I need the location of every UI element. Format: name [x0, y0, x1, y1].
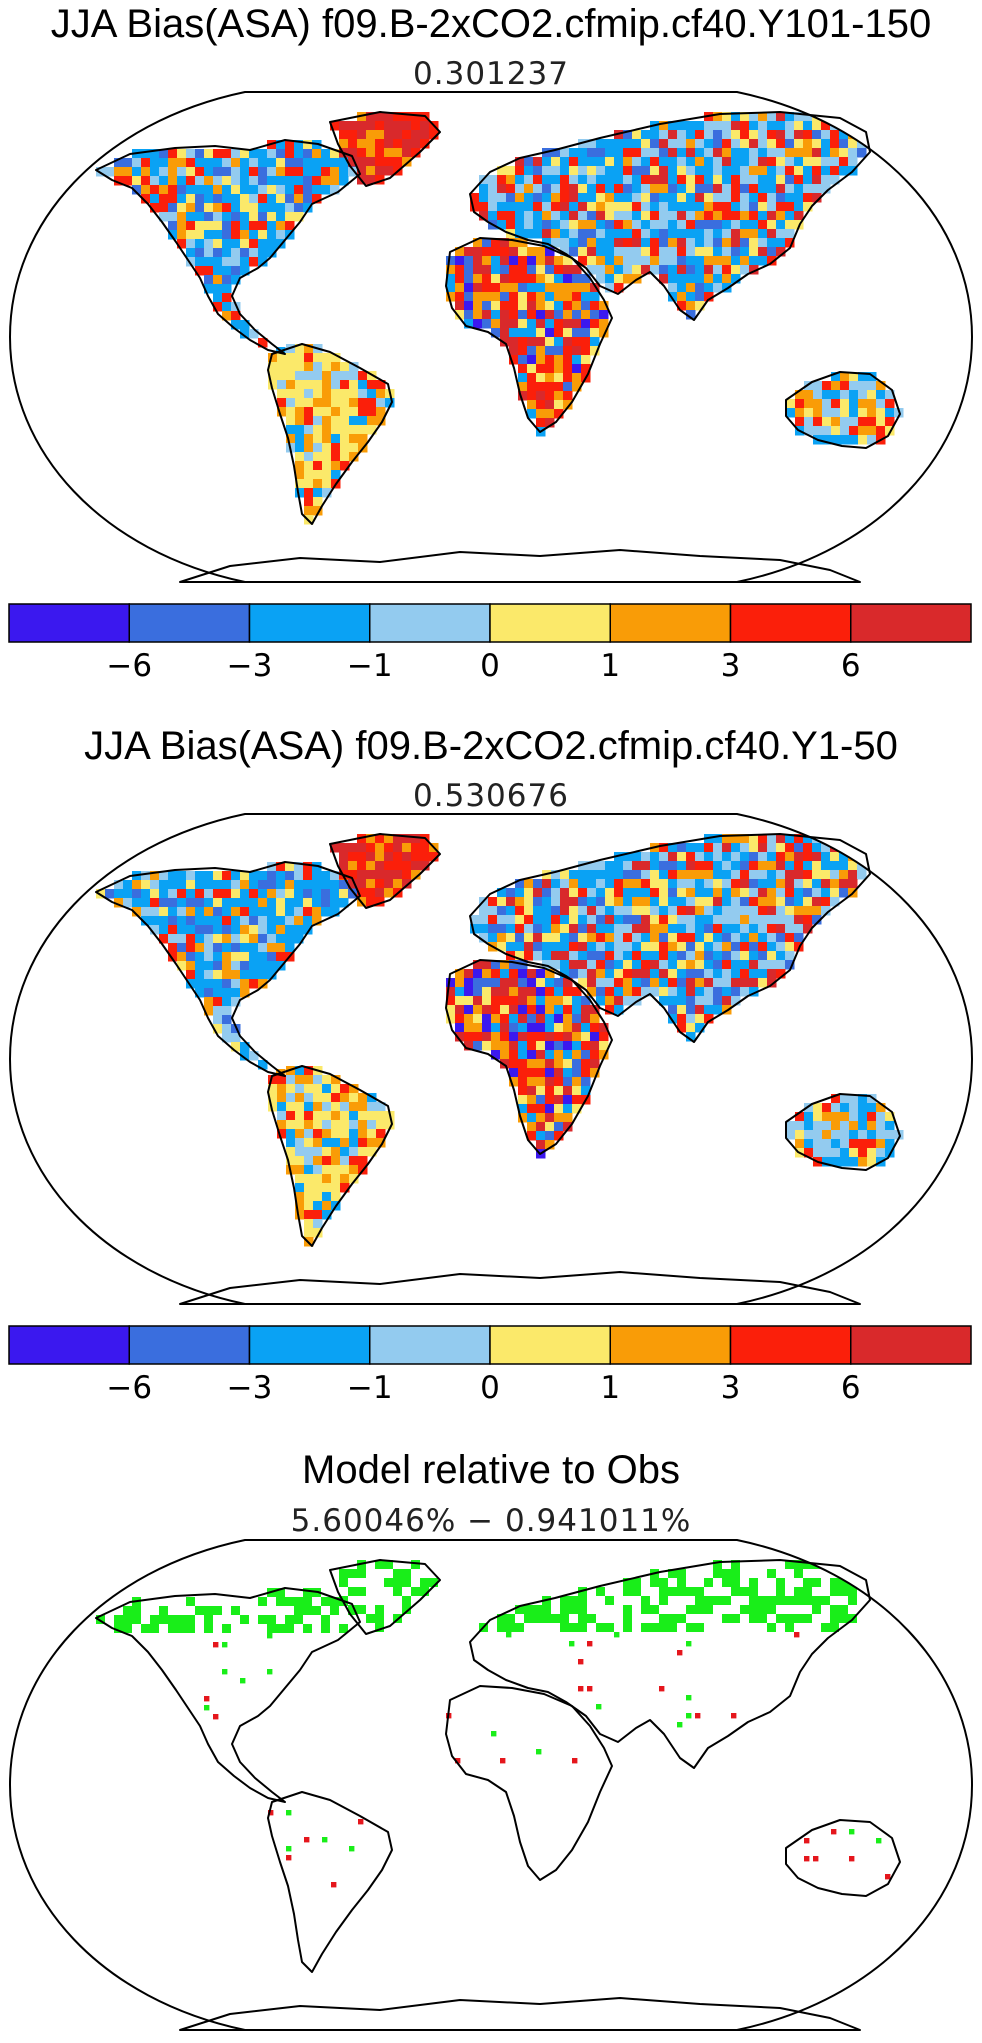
europeAsia-outline — [469, 833, 871, 1043]
colorbar-swatch — [8, 603, 130, 643]
colorbar-swatch — [609, 603, 732, 643]
panel2-colorbar: −6 −3 −1 0 1 3 6 — [8, 1325, 972, 1402]
coastlines — [95, 111, 901, 583]
northAmerica-outline — [95, 1587, 361, 1803]
panel2-subtitle: 0.530676 — [413, 778, 569, 814]
africa-outline — [445, 1685, 613, 1881]
australia-outline — [785, 371, 901, 449]
colorbar-swatch — [729, 603, 852, 643]
panel3-subtitle: 5.60046% − 0.941011% — [290, 1503, 692, 1539]
greenland-outline — [329, 1559, 441, 1635]
colorbar-tick-label: −3 — [227, 1370, 273, 1402]
colorbar-tick-label: −6 — [106, 1370, 152, 1402]
colorbar-swatch — [248, 1325, 371, 1365]
colorbar-tick-label: −6 — [106, 648, 152, 680]
coastlines — [95, 833, 901, 1305]
northAmerica-outline — [95, 139, 361, 355]
colorbar-tick-label: 3 — [721, 648, 741, 680]
southAmerica-outline — [267, 343, 393, 525]
data-cells — [96, 112, 904, 525]
australia-outline — [785, 1819, 901, 1897]
map-frame — [8, 1539, 974, 2031]
colorbar-swatch — [248, 603, 371, 643]
africa-outline — [445, 237, 613, 433]
colorbar-tick-label: 3 — [721, 1370, 741, 1402]
panel1-subtitle: 0.301237 — [413, 56, 569, 92]
colorbar-swatch — [489, 603, 611, 643]
colorbar-swatch — [128, 603, 251, 643]
panel1-map — [8, 91, 974, 583]
southAmerica-outline — [267, 1791, 393, 1973]
europeAsia-outline — [469, 1559, 871, 1769]
panel2-map — [8, 813, 974, 1305]
colorbar-tick-label: −1 — [347, 1370, 393, 1402]
colorbar-swatch — [489, 1325, 611, 1365]
colorbar-tick-label: 0 — [480, 1370, 500, 1402]
colorbar-swatch — [369, 1325, 491, 1365]
antarctica-outline — [179, 1997, 861, 2031]
colorbar-swatch — [850, 1325, 972, 1365]
colorbar-swatch — [850, 603, 972, 643]
australia-outline — [785, 1093, 901, 1171]
colorbar-swatch — [609, 1325, 732, 1365]
panel3-map — [8, 1539, 974, 2031]
africa-outline — [445, 959, 613, 1155]
coastlines — [95, 1559, 901, 2031]
colorbar-swatch — [8, 1325, 130, 1365]
greenland-outline — [329, 111, 441, 187]
colorbar-tick-label: 0 — [480, 648, 500, 680]
colorbar-tick-label: 6 — [841, 1370, 861, 1402]
northAmerica-outline — [95, 861, 361, 1077]
colorbar-tick-label: 1 — [600, 648, 620, 680]
greenland-outline — [329, 833, 441, 909]
panel1-title: JJA Bias(ASA) f09.B-2xCO2.cfmip.cf40.Y10… — [50, 2, 932, 46]
panel3-title: Model relative to Obs — [302, 1448, 680, 1492]
map-frame — [8, 813, 974, 1305]
map-frame — [8, 91, 974, 583]
southAmerica-outline — [267, 1065, 393, 1247]
colorbar-tick-label: −3 — [227, 648, 273, 680]
colorbar-swatch — [729, 1325, 852, 1365]
panel2-title: JJA Bias(ASA) f09.B-2xCO2.cfmip.cf40.Y1-… — [84, 724, 898, 768]
antarctica-outline — [179, 549, 861, 583]
colorbar-tick-label: −1 — [347, 648, 393, 680]
colorbar-tick-label: 6 — [841, 648, 861, 680]
antarctica-outline — [179, 1271, 861, 1305]
colorbar-tick-label: 1 — [600, 1370, 620, 1402]
colorbar-swatch — [369, 603, 491, 643]
colorbar-swatch — [128, 1325, 251, 1365]
panel1-colorbar: −6 −3 −1 0 1 3 6 — [8, 603, 972, 680]
europeAsia-outline — [469, 111, 871, 321]
